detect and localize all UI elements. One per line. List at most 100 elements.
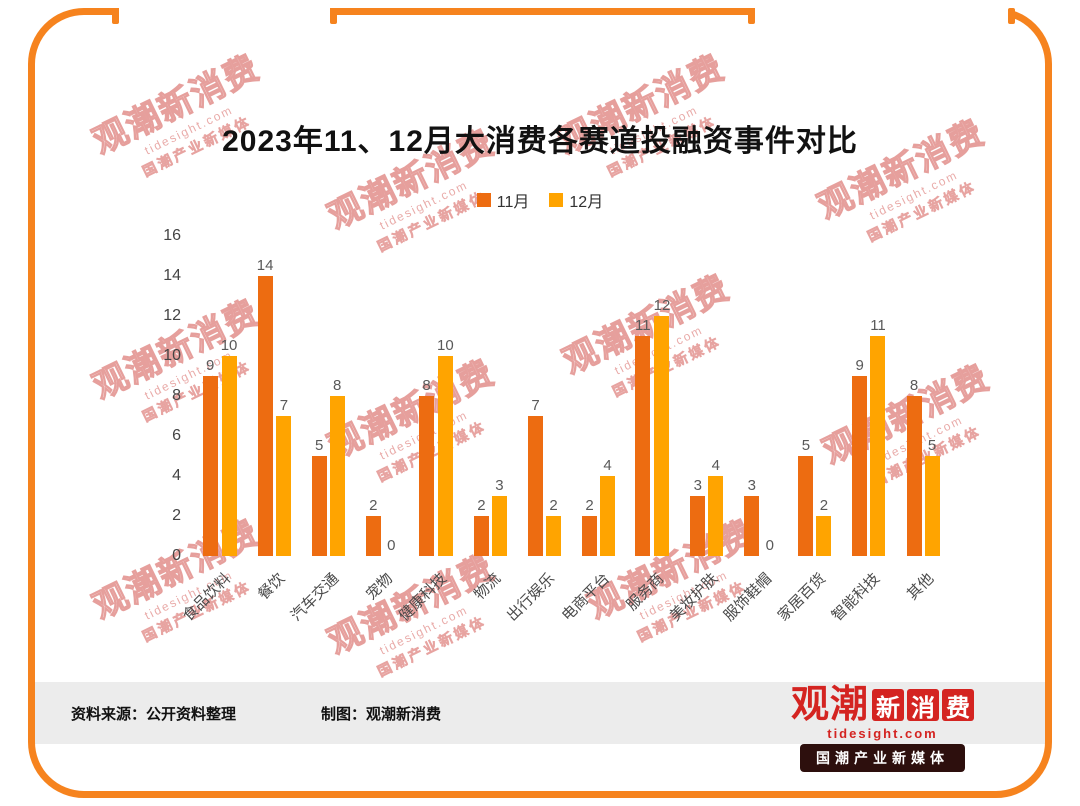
brand-domain-text: tidesight.com [827,726,938,741]
bar-12月 [276,416,292,556]
bar-value-label: 10 [220,337,238,354]
bar-column: 14 [256,236,274,556]
bar-12月 [437,356,453,556]
bar-column: 5 [798,236,814,556]
bar-value-label: 8 [422,377,431,394]
bar-12月 [600,476,616,556]
bar-value-label: 14 [256,257,274,274]
category-label: 服饰鞋帽 [720,570,775,625]
y-axis: 0 2 4 6 8 10 12 14 16 [133,227,193,564]
bar-value-label: 4 [603,457,612,474]
category-label: 餐饮 [255,570,289,604]
bar-group: 8 10 [409,236,463,556]
bar-column: 3 [690,236,706,556]
brand-name-boxes: 新消费 [872,689,974,722]
bar-column: 5 [924,236,940,556]
bar-11月 [257,276,273,556]
category-label: 智能科技 [828,570,884,625]
y-tick-label: 0 [172,547,181,565]
bar-11月 [798,456,814,556]
bar-value-label: 10 [437,337,454,354]
plot-wrapper: 9 10 14 7 5 8 2 0 8 10 2 3 7 2 2 4 11 12 3 4 3 0 5 2 9 11 8 5 食品饮料餐… [180,236,950,656]
bar-11月 [419,396,434,556]
bar-group: 9 11 [842,236,896,556]
legend-label: 11月 [496,194,530,211]
bar-value-label: 3 [747,477,756,494]
bar-11月 [311,456,327,556]
category-label: 家居百货 [774,570,829,625]
bar-group: 11 12 [626,236,680,556]
bar-column: 11 [635,236,651,556]
bar-value-label: 5 [315,437,324,454]
bar-value-label: 8 [333,377,342,394]
bar-11月 [582,516,598,556]
bar-11月 [635,336,651,556]
bar-column: 2 [582,236,598,556]
category-label: 出行娱乐 [504,570,559,625]
bar-value-label: 9 [855,357,864,374]
bar-value-label: 5 [801,437,811,454]
bar-12月 [329,396,345,556]
bar-column: 10 [437,236,454,556]
bar-value-label: 3 [495,477,504,494]
frame-notch-tick [112,8,119,24]
brand-tagline-badge: 国潮产业新媒体 [800,744,965,772]
bar-column: 5 [311,236,327,556]
bar-12月 [870,336,886,556]
bar-group: 14 7 [247,236,301,556]
y-tick-label: 14 [163,267,181,285]
bar-column: 0 [384,236,399,556]
legend-item: 12月 [549,188,603,212]
bar-value-label: 7 [531,397,540,414]
frame-notch-tick [330,8,337,24]
bar-value-label: 2 [819,497,829,514]
bar-value-label: 3 [693,477,702,494]
category-label: 服务商 [622,570,667,614]
bar-column: 3 [744,236,760,556]
bar-value-label: 8 [909,377,919,394]
bar-value-label: 2 [585,497,594,514]
bar-11月 [473,516,489,556]
bar-value-label: 2 [369,497,378,514]
bar-column: 2 [473,236,489,556]
brand-logo: 观潮 新消费 tidesight.com 国潮产业新媒体 [760,686,1005,772]
category-label: 汽车交通 [287,570,343,625]
frame-top-gap-right [755,4,1008,20]
bar-value-label: 0 [765,537,774,554]
bar-column: 4 [708,236,724,556]
brand-box-char: 新 [872,689,904,722]
bar-column: 2 [816,236,832,556]
bar-value-label: 11 [635,317,651,334]
category-label: 食品饮料 [179,570,235,625]
category-label: 宠物 [363,570,397,604]
bar-column: 11 [870,236,886,556]
bar-11月 [365,516,381,556]
category-label: 其他 [903,570,938,604]
bar-12月 [816,516,832,556]
bar-column: 9 [852,236,868,556]
bar-11月 [690,496,706,556]
bar-11月 [528,416,543,556]
bar-column: 9 [202,236,218,556]
bar-chart: 0 2 4 6 8 10 12 14 16 9 10 14 7 5 8 2 0 8 10 2 3 7 2 2 4 11 12 3 4 3… [133,227,950,656]
credit-label: 制图：观潮新消费 [321,705,442,723]
bar-value-label: 7 [279,397,289,414]
frame-notch-tick [748,8,755,24]
bar-12月 [708,476,724,556]
chart-title: 2023年11、12月大消费各赛道投融资事件对比 [222,125,858,158]
bar-column: 2 [365,236,381,556]
bar-column: 0 [762,236,777,556]
bar-column: 8 [419,236,434,556]
bar-group: 9 10 [193,236,247,556]
y-tick-label: 8 [172,387,181,405]
brand-name-text: 观潮 [790,684,869,726]
bar-12月 [924,456,940,556]
